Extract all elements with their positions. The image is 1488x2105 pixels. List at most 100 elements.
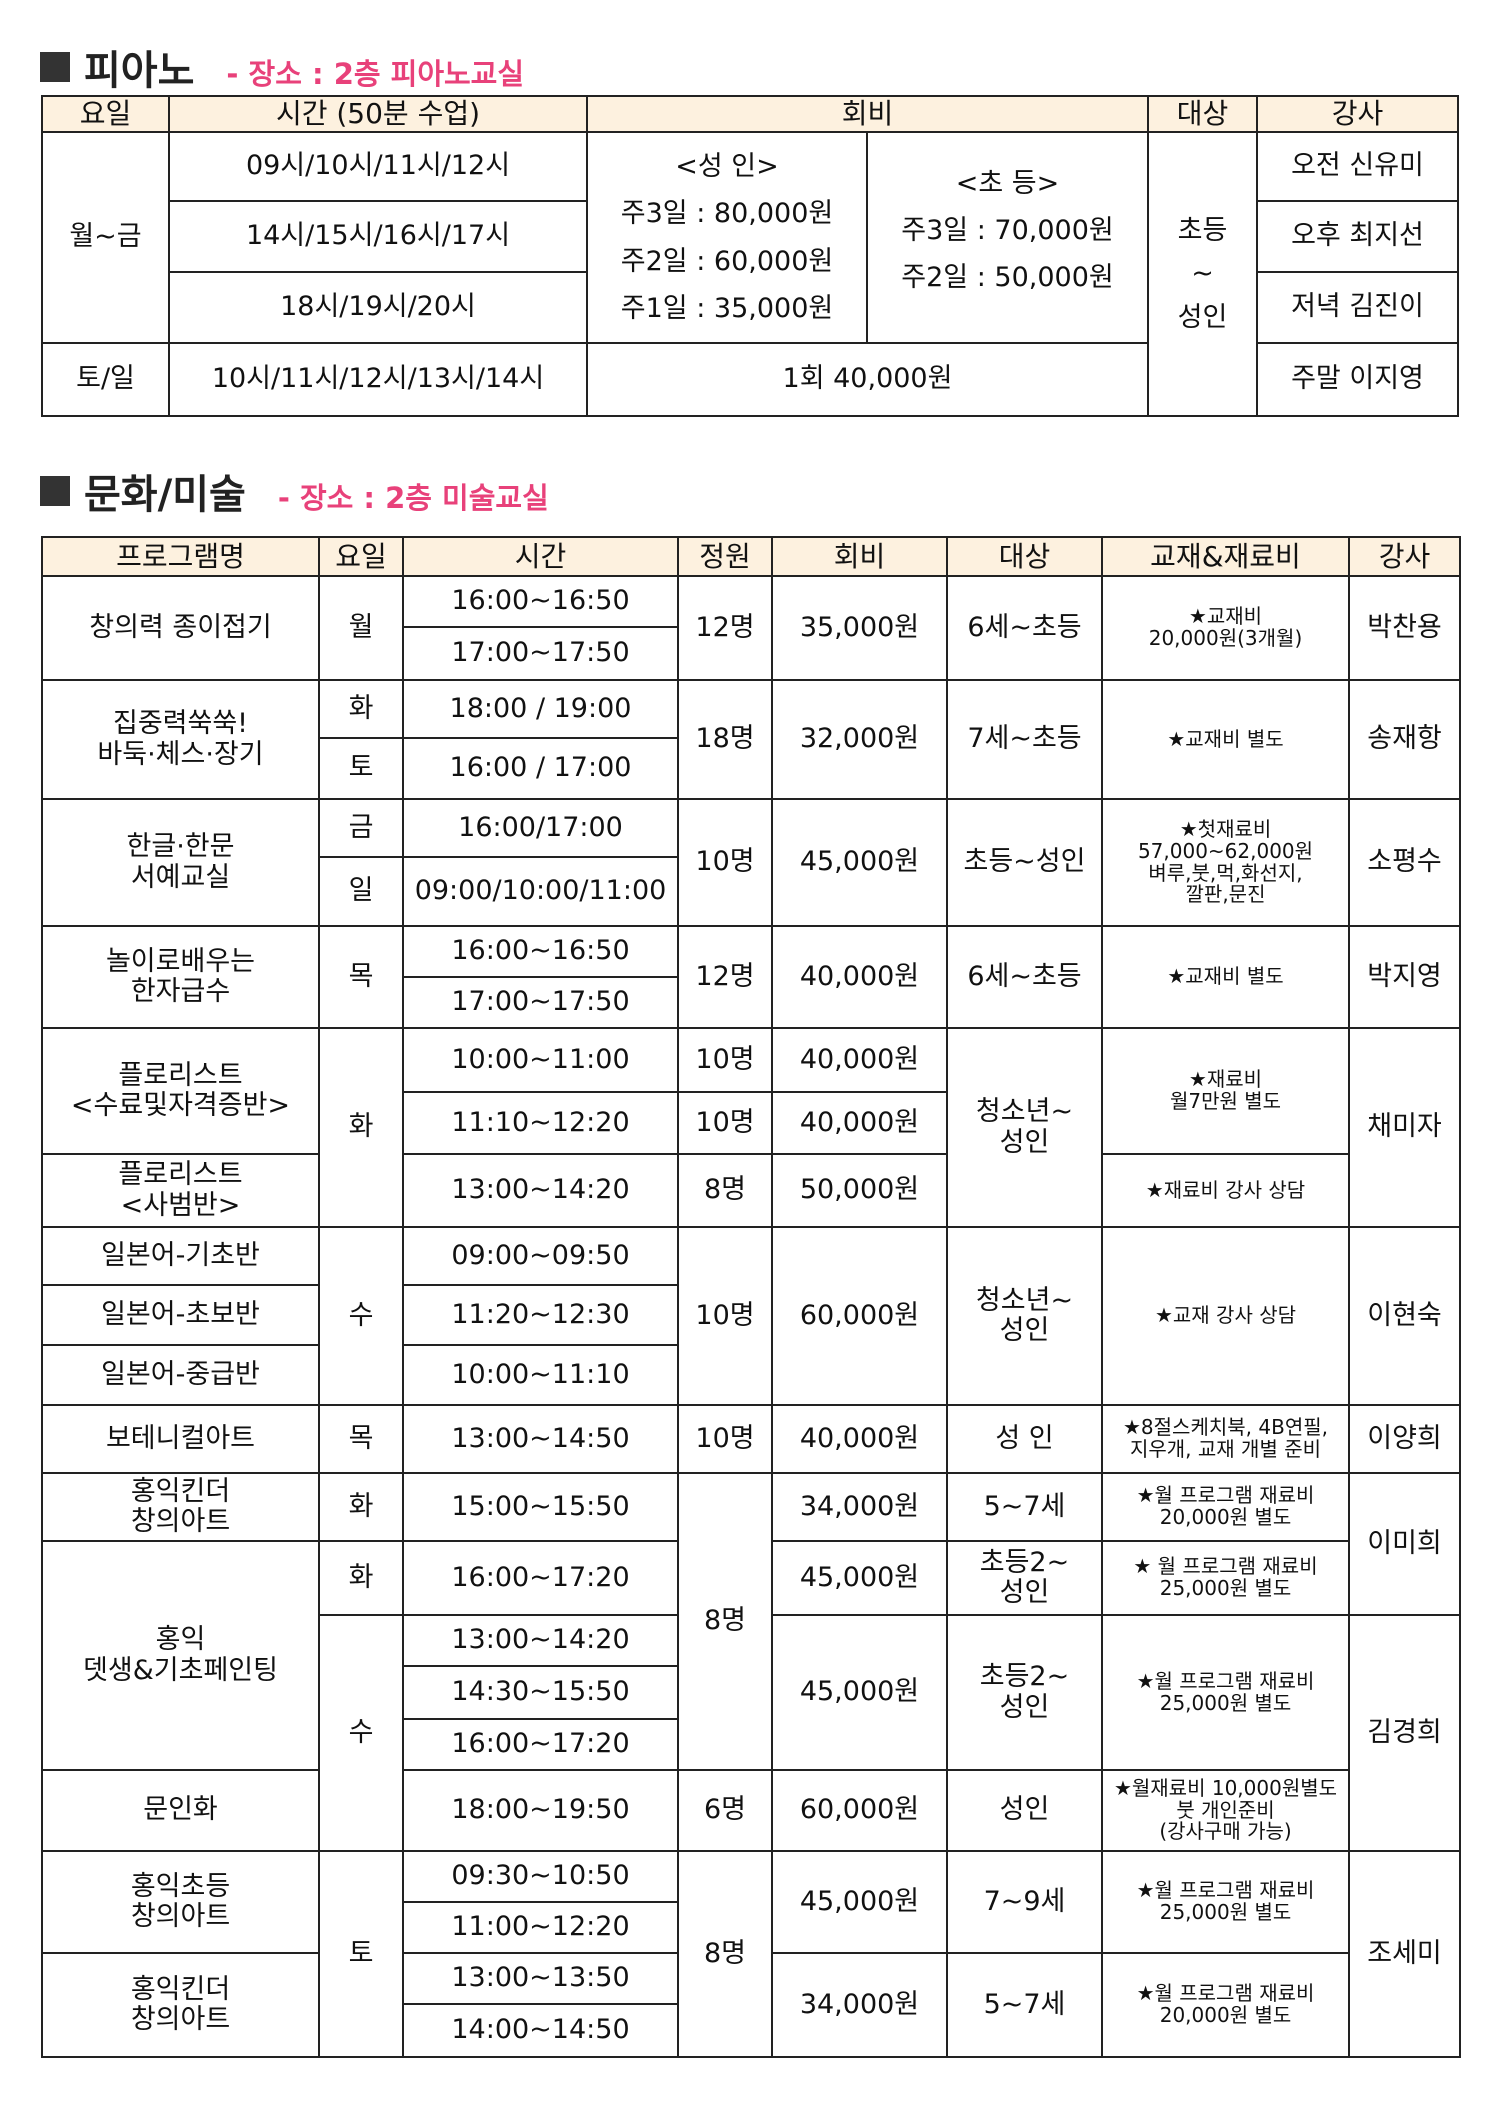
section-location: - 장소 : 2층 미술교실 bbox=[277, 481, 549, 515]
fee-cell: 50,000원 bbox=[771, 1153, 948, 1228]
table-row: 한글·한문 서예교실 금 16:00/17:00 10명 45,000원 초등~성인 ★첫재… bbox=[41, 798, 1461, 927]
time-cell: 11:00~12:20 bbox=[402, 1901, 679, 1954]
table-row: 홍익 뎃생&기초페인팅 화 16:00~17:20 45,000원 초등2~ 성인 ★ 월… bbox=[41, 1540, 1460, 1771]
program-cell: 홍익초등 창의아트 bbox=[41, 1850, 320, 1954]
day-cell: 수 bbox=[318, 1226, 404, 1406]
table-row: 11:00~12:20 bbox=[42, 1901, 1460, 1954]
fee-cell: 40,000원 bbox=[771, 925, 948, 1029]
target-cell: 청소년~ 성인 bbox=[946, 1226, 1103, 1406]
fee-cell: 60,000원 bbox=[771, 1769, 948, 1852]
capacity-cell: 6명 bbox=[677, 1769, 773, 1852]
fee-cell: 32,000원 bbox=[771, 679, 948, 800]
table-row: 홍익초등 창의아트 토 09:30~10:50 8명 45,000원 7~9세 ★월 프로그… bbox=[41, 1850, 1461, 2058]
header-materials: 교재&재료비 bbox=[1101, 536, 1350, 577]
table-row: 14:00~14:50 bbox=[42, 2003, 1460, 2058]
piano-table: 요일 시간 (50분 수업) 회비 대상 강사 월~금 09시/10시/11시/… bbox=[41, 95, 1459, 417]
fee-weekend-cell: 1회 40,000원 bbox=[586, 342, 1149, 417]
art-table: 프로그램명 요일 시간 정원 회비 대상 교재&재료비 강사 창의력 종이접기 월… bbox=[41, 536, 1461, 2058]
time-cell: 16:00~17:20 bbox=[402, 1540, 679, 1616]
table-row: 14:30~15:50 bbox=[42, 1665, 1460, 1720]
instructor-cell: 이미희 bbox=[1348, 1472, 1461, 1616]
fee-cell: 40,000원 bbox=[771, 1027, 948, 1093]
header-fee: 회비 bbox=[586, 95, 1149, 133]
instructor-cell: 오후 최지선 bbox=[1256, 200, 1459, 273]
target-cell: 6세~초등 bbox=[946, 925, 1103, 1029]
time-cell: 13:00~14:20 bbox=[402, 1153, 679, 1228]
time-cell: 10:00~11:10 bbox=[402, 1344, 679, 1406]
capacity-cell: 10명 bbox=[677, 1027, 773, 1093]
weekend-cell: 토/일 bbox=[41, 342, 170, 417]
time-cell: 13:00~14:50 bbox=[402, 1404, 679, 1474]
table-row: 집중력쑥쑥! 바둑·체스·장기 화 18:00 / 19:00 18명 32,000원 7… bbox=[41, 679, 1461, 800]
capacity-cell: 10명 bbox=[677, 1091, 773, 1155]
materials-cell: ★재료비 월7만원 별도 bbox=[1101, 1027, 1350, 1155]
square-bullet-icon bbox=[40, 476, 70, 506]
time-cell: 10:00~11:00 bbox=[402, 1027, 679, 1093]
day-cell: 일 bbox=[318, 856, 404, 927]
materials-cell: ★월 프로그램 재료비 20,000원 별도 bbox=[1101, 1472, 1350, 1542]
time-cell: 10시/11시/12시/13시/14시 bbox=[168, 342, 588, 417]
target-cell: 초등 ~ 성인 bbox=[1147, 131, 1258, 417]
time-cell: 18:00~19:50 bbox=[402, 1769, 679, 1852]
materials-cell: ★월재료비 10,000원별도 붓 개인준비 (강사구매 가능) bbox=[1101, 1769, 1350, 1852]
instructor-cell: 김경희 bbox=[1348, 1614, 1461, 1852]
day-cell: 화 bbox=[318, 1540, 404, 1616]
instructor-cell: 주말 이지영 bbox=[1256, 342, 1459, 417]
program-cell: 플로리스트 <사범반> bbox=[41, 1153, 320, 1228]
capacity-cell: 12명 bbox=[677, 575, 773, 681]
instructor-cell: 채미자 bbox=[1348, 1027, 1461, 1228]
instructor-cell: 박지영 bbox=[1348, 925, 1461, 1029]
section-title: 피아노 bbox=[84, 48, 195, 94]
header-fee: 회비 bbox=[771, 536, 948, 577]
materials-cell: ★8절스케치북, 4B연필, 지우개, 교재 개별 준비 bbox=[1101, 1404, 1350, 1474]
table-row: 일 09:00/10:00/11:00 bbox=[42, 856, 1460, 927]
program-cell: 보테니컬아트 bbox=[41, 1404, 320, 1474]
instructor-cell: 소평수 bbox=[1348, 798, 1461, 927]
time-cell: 18시/19시/20시 bbox=[168, 271, 588, 344]
capacity-cell: 8명 bbox=[677, 1153, 773, 1228]
section-title: 문화/미술 bbox=[84, 472, 246, 518]
day-cell: 화 bbox=[318, 1472, 404, 1542]
program-cell: 홍익킨더 창의아트 bbox=[41, 1952, 320, 2058]
table-row: 보테니컬아트 목 13:00~14:50 10명 40,000원 성 인 ★8절스케치북, … bbox=[41, 1404, 1461, 1474]
target-cell: 6세~초등 bbox=[946, 575, 1103, 681]
program-cell: 일본어-중급반 bbox=[41, 1344, 320, 1406]
day-cell: 목 bbox=[318, 925, 404, 1029]
table-row: 일본어-초보반 11:20~12:30 bbox=[41, 1284, 1460, 1346]
time-cell: 09:30~10:50 bbox=[402, 1850, 679, 1903]
capacity-cell: 8명 bbox=[677, 1472, 773, 1771]
instructor-cell: 이현숙 bbox=[1348, 1226, 1461, 1406]
time-cell: 14:00~14:50 bbox=[402, 2003, 679, 2058]
materials-cell: ★교재 강사 상담 bbox=[1101, 1226, 1350, 1406]
header-time: 시간 bbox=[402, 536, 679, 577]
capacity-cell: 12명 bbox=[677, 925, 773, 1029]
time-cell: 16:00~16:50 bbox=[402, 575, 679, 628]
materials-cell: ★교재비 별도 bbox=[1101, 925, 1350, 1029]
instructor-cell: 오전 신유미 bbox=[1256, 131, 1459, 202]
day-cell: 목 bbox=[318, 1404, 404, 1474]
instructor-cell: 저녁 김진이 bbox=[1256, 271, 1459, 344]
table-row: 16:00~17:20 bbox=[42, 1718, 1460, 1771]
time-cell: 13:00~14:20 bbox=[402, 1614, 679, 1667]
fee-cell: 34,000원 bbox=[771, 1952, 948, 2058]
table-row: 일본어-기초반 수 09:00~09:50 10명 60,000원 청소년~ 성인 ★교재 … bbox=[41, 1226, 1461, 1406]
materials-cell: ★ 월 프로그램 재료비 25,000원 별도 bbox=[1101, 1540, 1350, 1616]
target-cell: 5~7세 bbox=[946, 1472, 1103, 1542]
fee-adult-cell: <성 인> 주3일 : 80,000원 주2일 : 60,000원 주1일 : … bbox=[586, 131, 868, 344]
fee-cell: 45,000원 bbox=[771, 798, 948, 927]
day-cell: 화 bbox=[318, 1027, 404, 1228]
capacity-cell: 10명 bbox=[677, 798, 773, 927]
time-cell: 14:30~15:50 bbox=[402, 1665, 679, 1720]
table-row: 11:10~12:20 10명 40,000원 bbox=[42, 1091, 1460, 1155]
header-target: 대상 bbox=[946, 536, 1103, 577]
program-cell: 일본어-기초반 bbox=[41, 1226, 320, 1286]
time-cell: 09시/10시/11시/12시 bbox=[168, 131, 588, 202]
time-cell: 15:00~15:50 bbox=[402, 1472, 679, 1542]
program-cell: 플로리스트 <수료및자격증반> bbox=[41, 1027, 320, 1155]
fee-cell: 45,000원 bbox=[771, 1614, 948, 1771]
time-cell: 11:10~12:20 bbox=[402, 1091, 679, 1155]
target-cell: 청소년~ 성인 bbox=[946, 1027, 1103, 1228]
fee-cell: 35,000원 bbox=[771, 575, 948, 681]
table-row: 문인화 18:00~19:50 6명 60,000원 성인 ★월재료비 10,000원별도… bbox=[41, 1769, 1460, 1852]
day-cell: 토 bbox=[318, 737, 404, 800]
